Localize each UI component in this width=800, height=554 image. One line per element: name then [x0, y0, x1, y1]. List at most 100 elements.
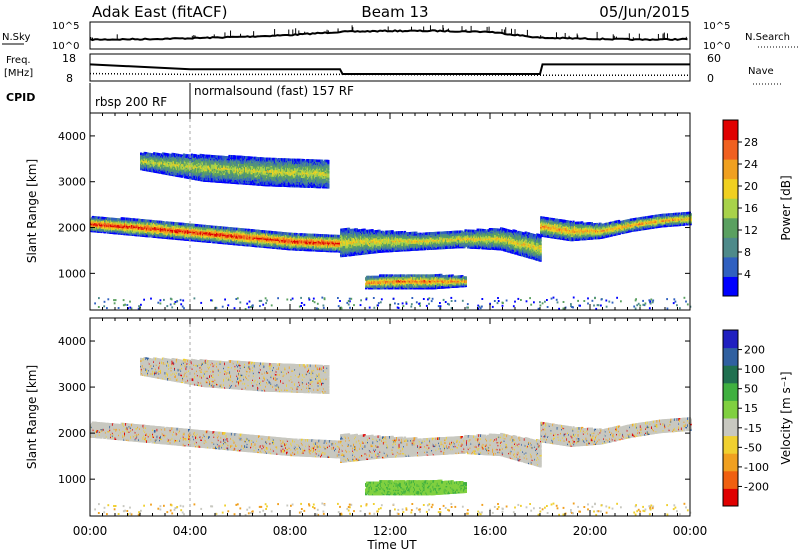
freq-left-tick-bottom: 8 [66, 72, 73, 85]
power-cell [250, 240, 253, 243]
power-cell [363, 252, 366, 255]
power-cell [188, 233, 191, 236]
power-cell [292, 246, 295, 250]
power-cell [346, 233, 349, 236]
station-title: Adak East (fitACF) [92, 3, 227, 21]
noise-right-tick-bottom: 10^0 [703, 41, 730, 52]
cpid-segment-2: normalsound (fast) 157 RF [194, 84, 354, 98]
cpid-strip: CPID rbsp 200 RF normalsound (fast) 157 … [6, 83, 354, 113]
power-cell [373, 231, 376, 235]
power-cell [290, 247, 293, 251]
power-cell [298, 245, 301, 249]
beam-title: Beam 13 [361, 3, 428, 21]
power-cell [314, 239, 318, 242]
power-cell [340, 234, 343, 237]
power-cell [300, 233, 304, 236]
power-cell [357, 229, 360, 232]
power-cell [320, 235, 323, 239]
nave-label: Nave [748, 66, 774, 77]
power-cell [226, 226, 229, 230]
power-cell [282, 247, 285, 250]
power-cell [90, 226, 93, 230]
power-cell [104, 217, 107, 220]
power-cell [291, 232, 294, 236]
power-cell [282, 244, 285, 247]
power-cell [309, 244, 312, 248]
power-cell [308, 233, 311, 237]
power-cell [314, 242, 318, 245]
power-cell [345, 254, 348, 257]
power-cell [295, 233, 298, 236]
power-cell [256, 239, 259, 242]
power-cell [196, 224, 199, 227]
power-cell [350, 228, 353, 232]
power-cell [308, 240, 311, 244]
power-cell [306, 243, 309, 246]
power-cell [95, 216, 98, 219]
power-cell [324, 242, 327, 246]
freq-left-tick-top: 18 [62, 52, 76, 65]
power-cell [188, 223, 191, 226]
power-cell [322, 237, 325, 240]
power-cell [188, 231, 191, 235]
power-cell [323, 245, 326, 248]
power-cell [212, 225, 215, 229]
power-cell [340, 254, 343, 258]
power-cell [340, 232, 343, 236]
power-cell [97, 216, 101, 220]
power-cell [91, 215, 94, 219]
power-cell [162, 221, 165, 224]
power-cell [317, 239, 320, 243]
power-cell [140, 225, 143, 229]
power-cell [356, 252, 359, 256]
power-cell [186, 234, 189, 237]
power-cell [209, 225, 212, 228]
noise-right-tick-top: 10^5 [703, 21, 730, 32]
date-title: 05/Jun/2015 [599, 3, 690, 21]
noise-right-label: N.Search [745, 32, 790, 43]
noise-sky-line [89, 29, 688, 42]
power-cell [104, 230, 107, 234]
power-cell [330, 234, 333, 238]
power-cell [331, 248, 334, 251]
freq-right-tick-bottom: 0 [707, 72, 714, 85]
power-cell [207, 229, 210, 232]
power-cell [90, 225, 93, 228]
power-cell [212, 232, 215, 236]
cpid-label: CPID [6, 91, 35, 104]
cpid-segment-1: rbsp 200 RF [95, 95, 167, 109]
nave-line [89, 72, 690, 76]
power-cells [90, 151, 692, 310]
noise-left-tick-bottom: 10^0 [52, 41, 79, 52]
power-cell [129, 229, 132, 232]
power-cell [167, 221, 170, 225]
power-cell [301, 238, 304, 242]
power-cell [288, 243, 291, 247]
power-cell [304, 234, 307, 238]
power-cell [301, 248, 304, 251]
power-cell [104, 222, 107, 226]
power-cell [265, 231, 268, 235]
freq-left-label-1: Freq. [6, 55, 31, 66]
noise-left-label: N.Sky [2, 32, 30, 43]
power-cell [248, 228, 251, 232]
power-cell [230, 235, 234, 239]
freq-right-tick-top: 60 [707, 52, 721, 65]
power-cell [375, 235, 378, 239]
power-cell [289, 234, 292, 237]
noise-strip: N.Sky 10^5 10^0 10^5 10^0 N.Search [2, 21, 798, 52]
power-cell [293, 238, 296, 241]
power-cell [330, 245, 333, 249]
power-cell [230, 239, 233, 243]
power-cell [297, 248, 300, 251]
power-cell [289, 246, 292, 249]
power-cell [366, 251, 369, 255]
power-cell [317, 235, 320, 238]
noise-spikes [90, 25, 687, 40]
power-cell [147, 219, 150, 223]
power-cell [282, 245, 285, 249]
power-cell [336, 245, 339, 249]
power-cell [214, 238, 217, 241]
power-cell [355, 250, 358, 253]
